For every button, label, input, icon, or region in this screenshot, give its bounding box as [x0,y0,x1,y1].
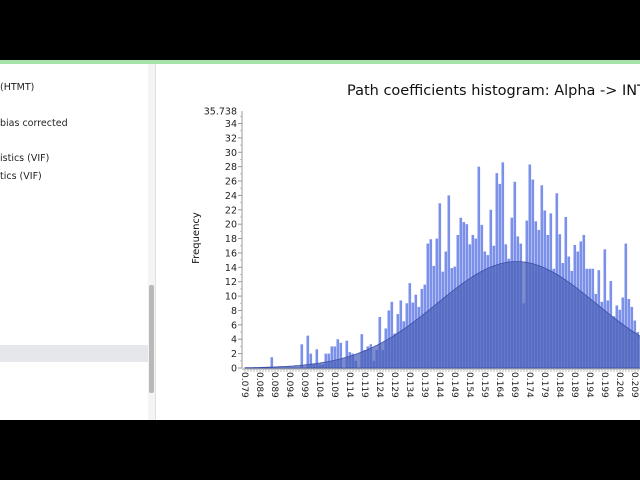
y-tick-label: 24 [225,191,237,202]
x-tick-label: 0.084 [254,372,264,398]
histogram-bar [478,167,481,368]
x-tick-label: 0.209 [629,372,639,398]
histogram-bar [439,203,442,368]
y-max-label: 35.738 [204,107,237,118]
x-tick-label: 0.179 [539,372,549,398]
histogram-bar [310,354,313,368]
sidebar-scrollbar-thumb[interactable] [149,285,154,393]
sidebar-item-inner-vif[interactable]: istics (VIF) [0,153,50,164]
chart-title: Path coefficients histogram: Alpha -> IN… [347,83,640,99]
y-tick-label: 26 [225,177,237,188]
x-tick-label: 0.099 [299,372,309,398]
bottom-black-bar [0,420,640,480]
sidebar-scrollbar[interactable] [148,64,155,420]
y-tick-label: 16 [225,248,237,259]
sidebar-item-htmt[interactable]: (HTMT) [0,82,35,93]
top-black-bar [0,0,640,60]
x-tick-label: 0.194 [584,372,594,398]
x-tick-label: 0.129 [389,372,399,398]
x-tick-label: 0.174 [524,372,534,398]
x-tick-label: 0.159 [479,372,489,398]
x-tick-label: 0.119 [359,372,369,398]
y-tick-label: 30 [225,148,237,159]
x-tick-label: 0.094 [284,372,294,398]
y-tick-label: 6 [231,320,237,331]
y-tick-label: 10 [225,292,237,303]
x-tick-label: 0.114 [344,372,354,398]
histogram-bar [271,357,274,368]
x-tick-label: 0.079 [239,372,249,398]
y-tick-label: 8 [231,306,237,317]
histogram-bar [337,339,340,368]
x-tick-label: 0.109 [329,372,339,398]
normal-fit-curve [245,262,640,368]
x-tick-label: 0.204 [614,372,624,398]
y-tick-label: 12 [225,277,237,288]
histogram-bar [307,336,310,368]
x-tick-label: 0.089 [269,372,279,398]
y-tick-label: 34 [225,119,237,130]
histogram-bar [361,334,364,368]
y-tick-label: 0 [231,364,237,375]
y-tick-label: 14 [225,263,237,274]
y-tick-label: 20 [225,220,237,231]
sidebar-item-outer-vif[interactable]: tics (VIF) [0,171,42,182]
histogram-chart: 024681012141618202224262830323435.7380.0… [0,0,640,420]
histogram-bar [391,302,394,368]
histogram-bar [328,354,331,368]
histogram-bar [430,239,433,368]
histogram-bar [448,195,451,368]
y-tick-label: 2 [231,349,237,360]
histogram-bar [334,346,337,368]
y-tick-label: 18 [225,234,237,245]
y-tick-label: 22 [225,205,237,216]
histogram-bar [427,244,430,368]
y-tick-label: 4 [231,335,237,346]
histogram-bar [340,343,343,368]
x-tick-label: 0.184 [554,372,564,398]
x-tick-label: 0.104 [314,372,324,398]
x-tick-label: 0.164 [494,372,504,398]
x-tick-label: 0.134 [404,372,414,398]
histogram-bar [604,249,607,368]
x-tick-label: 0.139 [419,372,429,398]
x-tick-label: 0.189 [569,372,579,398]
y-tick-label: 28 [225,162,237,173]
x-tick-label: 0.124 [374,372,384,398]
histogram-bar [325,354,328,368]
histogram-bar [625,244,628,368]
x-tick-label: 0.144 [434,372,444,398]
y-axis-label: Frequency [191,212,202,264]
sidebar-item-bias-corrected[interactable]: bias corrected [0,118,68,129]
histogram-bar [346,341,349,368]
results-sidebar: (HTMT) bias corrected istics (VIF) tics … [0,64,148,420]
x-tick-label: 0.169 [509,372,519,398]
x-tick-label: 0.149 [449,372,459,398]
panel-divider[interactable] [155,64,156,420]
y-tick-label: 32 [225,133,237,144]
histogram-bar [316,349,319,368]
sidebar-selected-item[interactable] [0,345,148,362]
histogram-bar [379,317,382,368]
histogram-bar [301,344,304,368]
window-accent-strip [0,60,640,64]
histogram-bar [331,346,334,368]
x-tick-label: 0.199 [599,372,609,398]
x-tick-label: 0.154 [464,372,474,398]
